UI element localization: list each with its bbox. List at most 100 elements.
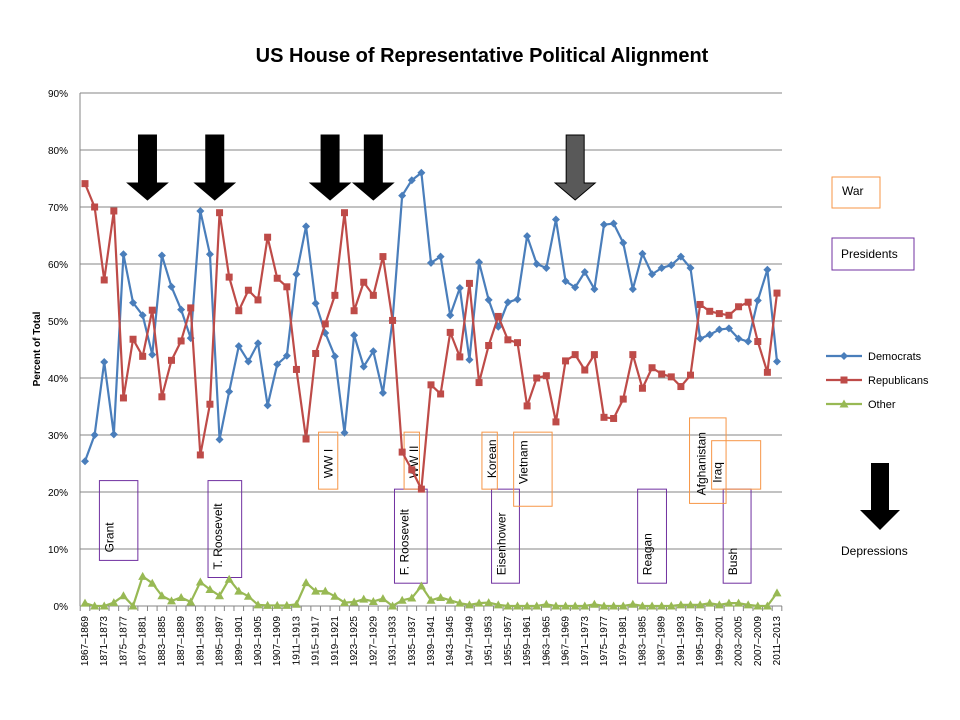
data-point: [312, 349, 320, 357]
data-point: [561, 601, 571, 610]
x-tick-label: 1959–1961: [522, 616, 533, 666]
data-point: [677, 383, 685, 391]
x-tick-label: 1955–1957: [503, 616, 514, 666]
depression-arrow: [351, 134, 395, 201]
data-point: [282, 351, 291, 360]
data-point: [532, 260, 541, 268]
depression-arrow: [308, 134, 352, 201]
data-point: [570, 601, 580, 610]
data-point: [234, 342, 243, 351]
data-point: [609, 601, 619, 610]
data-point: [637, 601, 647, 610]
x-tick-label: 1903–1905: [253, 616, 264, 666]
data-point: [485, 342, 493, 350]
data-point: [735, 303, 743, 311]
data-point: [494, 312, 502, 320]
axes: [79, 93, 783, 611]
data-point: [542, 372, 550, 380]
data-point: [264, 233, 272, 241]
data-point: [455, 598, 465, 607]
data-point: [551, 215, 560, 224]
x-tick-label: 1991–1993: [676, 616, 687, 666]
data-point: [513, 295, 522, 304]
war-box: [481, 431, 498, 490]
president-box: [637, 488, 667, 584]
data-point: [330, 591, 340, 600]
x-tick-label: 1871–1873: [99, 616, 110, 666]
depressions-key-label: Depressions: [841, 544, 908, 558]
data-point: [292, 365, 300, 373]
data-point: [724, 324, 733, 333]
data-point: [128, 601, 138, 610]
data-point: [706, 307, 714, 315]
data-point: [129, 298, 138, 307]
legend-label: Republicans: [868, 375, 929, 387]
data-point: [753, 296, 762, 305]
data-point: [676, 252, 685, 261]
data-point: [561, 277, 570, 286]
x-tick-label: 1983–1985: [637, 616, 648, 666]
legend-label: Democrats: [868, 351, 922, 363]
data-point: [426, 595, 436, 604]
data-point: [599, 601, 609, 610]
data-point: [205, 250, 214, 259]
x-tick-label: 2007–2009: [753, 616, 764, 666]
data-point: [696, 300, 704, 308]
data-point: [369, 291, 377, 299]
data-point: [301, 578, 311, 587]
data-point: [359, 594, 369, 603]
data-point: [743, 600, 753, 609]
data-point: [600, 413, 608, 421]
data-point: [638, 384, 646, 392]
data-point: [465, 279, 473, 287]
data-point: [696, 334, 705, 343]
data-point: [147, 578, 157, 587]
data-point: [225, 273, 233, 281]
x-tick-label: 1963–1965: [541, 616, 552, 666]
data-point: [341, 209, 348, 217]
data-point: [291, 599, 301, 608]
data-point: [100, 276, 108, 284]
data-point: [225, 387, 234, 396]
series-other: [80, 571, 782, 610]
data-point: [118, 591, 128, 600]
data-point: [610, 414, 618, 422]
data-point: [657, 601, 667, 610]
data-point: [167, 596, 176, 605]
legend-item-democrats: Democrats: [826, 351, 922, 363]
data-point: [177, 337, 185, 345]
war-key-label: War: [842, 184, 864, 198]
data-point: [734, 598, 744, 607]
president-label: Grant: [102, 522, 116, 553]
war-label: Afghanistan: [695, 432, 709, 495]
data-point: [139, 352, 147, 360]
data-point: [580, 267, 589, 276]
data-point: [378, 388, 387, 397]
data-point: [541, 599, 551, 608]
data-point: [609, 219, 618, 228]
data-point: [416, 581, 426, 590]
data-point: [263, 600, 273, 609]
depression-key-arrow: [860, 463, 900, 530]
legend-marker: [840, 352, 848, 360]
depression-arrow: [193, 134, 237, 201]
y-tick-label: 50%: [48, 317, 68, 328]
data-point: [513, 601, 522, 610]
data-point: [138, 571, 148, 580]
x-tick-label: 1899–1901: [234, 616, 245, 666]
data-point: [455, 283, 464, 292]
x-tick-label: 1975–1977: [599, 616, 610, 666]
data-point: [552, 418, 560, 426]
data-point: [763, 265, 772, 274]
x-tick-label: 1891–1893: [195, 616, 206, 666]
data-point: [167, 282, 176, 291]
data-point: [292, 270, 301, 279]
data-point: [504, 336, 512, 344]
x-tick-label: 1943–1945: [445, 616, 456, 666]
data-point: [417, 168, 426, 177]
data-point: [734, 334, 743, 343]
data-point: [744, 298, 752, 306]
data-point: [695, 600, 705, 609]
y-tick-label: 70%: [48, 203, 68, 214]
